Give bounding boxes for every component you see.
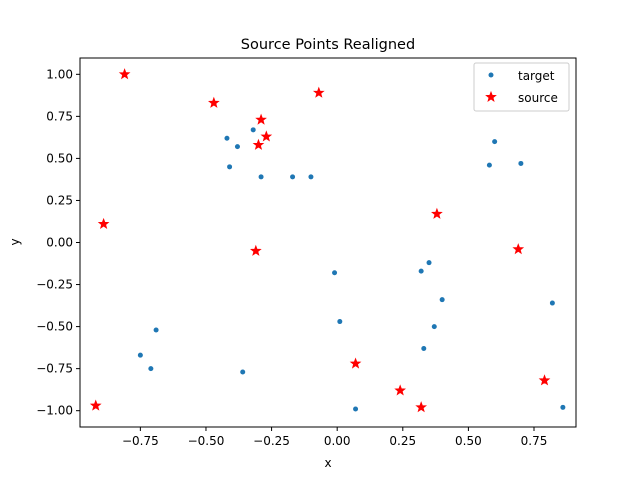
source-point — [252, 138, 265, 150]
target-point — [332, 270, 338, 276]
target-point — [560, 404, 566, 410]
legend-target-dot — [488, 72, 494, 78]
x-tick-label: −0.50 — [188, 434, 225, 448]
target-point — [258, 174, 264, 180]
legend-label-source: source — [518, 91, 558, 105]
y-tick-label: 0.00 — [46, 236, 73, 250]
x-tick-label: −0.25 — [253, 434, 290, 448]
source-point — [255, 113, 267, 125]
y-axis-title: y — [8, 238, 22, 245]
series-target — [137, 127, 566, 412]
target-point — [431, 324, 437, 330]
source-point — [512, 243, 525, 255]
target-point — [439, 297, 445, 303]
y-tick-label: −0.25 — [36, 278, 73, 292]
source-point — [312, 86, 325, 98]
target-point — [234, 144, 240, 150]
source-point — [118, 68, 131, 80]
source-point — [249, 244, 262, 256]
y-tick-label: −0.50 — [36, 320, 73, 334]
target-point — [418, 268, 424, 274]
legend-box — [473, 62, 570, 112]
target-point — [148, 366, 154, 372]
target-point — [137, 352, 143, 358]
y-tick-label: 1.00 — [46, 67, 73, 81]
series-layer — [89, 68, 566, 413]
x-axis: −0.75 −0.50 −0.25 0.00 0.25 0.50 0.75 — [122, 427, 547, 448]
target-point — [227, 164, 233, 170]
y-tick-label: −0.75 — [36, 362, 73, 376]
legend: target source — [473, 62, 570, 112]
target-point — [426, 260, 432, 266]
legend-source-marker — [485, 90, 497, 102]
x-tick-label: −0.75 — [122, 434, 159, 448]
x-tick-label: 0.50 — [455, 434, 482, 448]
series-source — [89, 68, 551, 413]
target-point — [240, 369, 246, 375]
source-point — [349, 357, 362, 369]
target-point — [337, 319, 343, 325]
source-point — [415, 401, 428, 413]
chart-title: Source Points Realigned — [241, 37, 415, 53]
target-point — [153, 327, 159, 333]
y-tick-label: 0.75 — [46, 109, 73, 123]
source-point — [538, 374, 551, 386]
y-tick-label: −1.00 — [36, 404, 73, 418]
x-tick-label: 0.00 — [324, 434, 351, 448]
x-tick-label: 0.25 — [389, 434, 416, 448]
x-tick-label: 0.75 — [521, 434, 548, 448]
source-point — [260, 130, 273, 142]
target-point — [308, 174, 314, 180]
target-point — [421, 345, 427, 351]
legend-source-star — [485, 90, 497, 102]
target-point — [224, 135, 230, 141]
source-point — [89, 399, 102, 411]
target-point — [353, 406, 359, 412]
target-point — [549, 300, 555, 306]
source-point — [97, 217, 110, 229]
legend-target-marker — [488, 72, 494, 78]
y-tick-label: 0.50 — [46, 151, 73, 165]
source-point — [431, 207, 443, 219]
target-point — [290, 174, 296, 180]
target-point — [492, 139, 498, 145]
y-tick-label: 0.25 — [46, 193, 73, 207]
y-axis: −1.00 −0.75 −0.50 −0.25 0.00 0.25 0.50 0.75 1.00 — [36, 67, 80, 418]
target-point — [250, 127, 256, 133]
source-point — [394, 384, 407, 396]
source-point — [208, 96, 220, 108]
legend-label-target: target — [518, 69, 555, 83]
target-point — [486, 162, 492, 168]
target-point — [518, 160, 524, 166]
x-axis-title: x — [324, 456, 331, 470]
